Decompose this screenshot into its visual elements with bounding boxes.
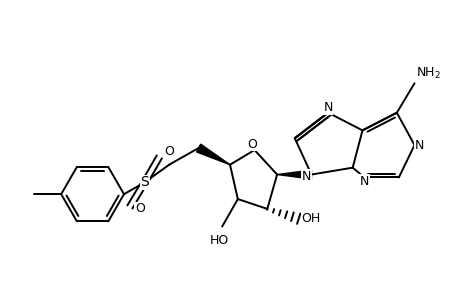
Text: O: O bbox=[164, 146, 174, 158]
Text: NH$_2$: NH$_2$ bbox=[415, 66, 441, 81]
Text: N: N bbox=[359, 175, 369, 188]
Text: S: S bbox=[140, 176, 149, 189]
Text: OH: OH bbox=[301, 212, 320, 225]
Text: N: N bbox=[301, 170, 311, 183]
Text: N: N bbox=[323, 101, 332, 114]
Polygon shape bbox=[276, 170, 311, 179]
Text: O: O bbox=[134, 202, 145, 215]
Polygon shape bbox=[196, 144, 230, 165]
Text: HO: HO bbox=[209, 234, 228, 248]
Text: N: N bbox=[414, 139, 423, 152]
Text: O: O bbox=[247, 138, 257, 151]
